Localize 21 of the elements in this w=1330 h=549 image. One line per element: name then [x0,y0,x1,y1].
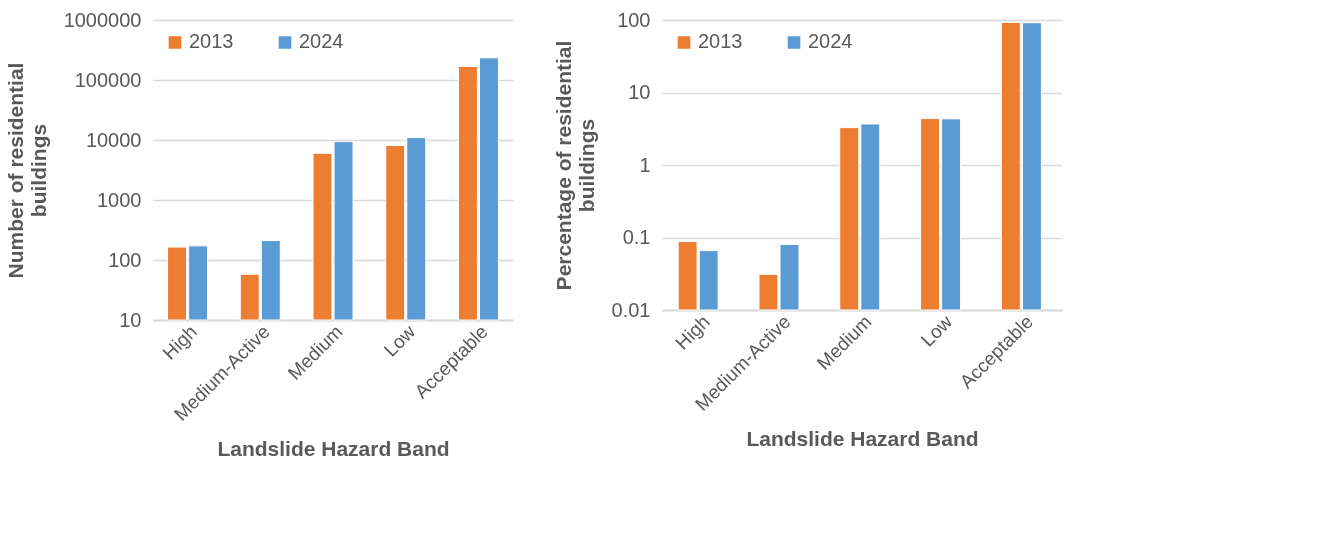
y-tick-label: 0.01 [611,298,651,321]
y-tick-label: 10000 [85,128,142,151]
y-tick-label: 100 [617,8,651,31]
y-tick-label: 10 [119,308,142,331]
legend-label: 2024 [808,30,853,53]
y-axis-title: Number of residential buildings [3,62,50,279]
x-tick-label: Low [916,310,957,351]
y-tick-label: 100 [108,248,142,271]
x-axis-title: Landslide Hazard Band [746,426,979,450]
y-tick-label: 0.1 [622,226,651,248]
x-axis-title: Landslide Hazard Band [217,436,450,460]
y-axis-title: Percentage of residential buildings [551,40,598,291]
y-tick-label: 10 [628,81,651,103]
y-tick-label: 1000 [97,188,142,211]
legend-label: 2024 [299,30,344,53]
y-tick-label: 1 [639,153,651,176]
y-tick-label: 100000 [74,68,142,91]
y-tick-label: 1000000 [63,8,142,31]
legend-label: 2013 [698,30,743,53]
x-tick-label: Low [379,320,420,361]
legend-label: 2013 [189,30,234,53]
